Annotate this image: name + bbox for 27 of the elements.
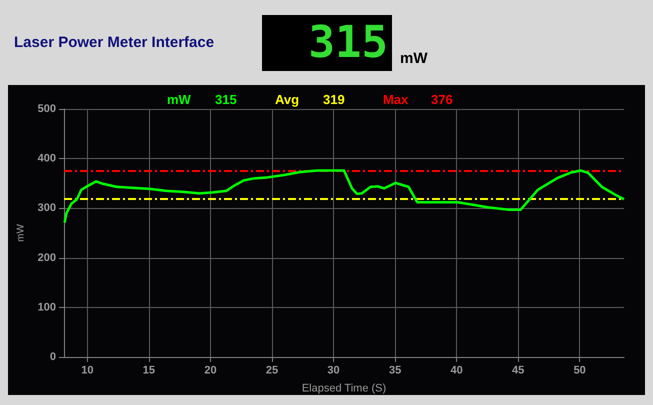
x-tick-label: 20	[204, 364, 217, 376]
y-tick-label: 0	[50, 351, 56, 363]
x-tick-label: 50	[574, 364, 586, 376]
text: 315	[262, 15, 392, 71]
y-axis-title: mW	[16, 224, 26, 242]
y-tick-label: 400	[38, 152, 56, 165]
y-tick-label: 200	[38, 252, 56, 264]
y-tick-label: 500	[38, 103, 56, 115]
x-tick-label: 45	[512, 364, 524, 376]
text: 315	[215, 92, 237, 107]
text: 376	[431, 92, 453, 107]
ref-line-label: Avg	[275, 92, 300, 107]
text: mW	[400, 50, 428, 67]
line-series	[63, 169, 626, 224]
x-tick-label: 10	[81, 364, 94, 376]
ref-line-label: Max	[383, 92, 410, 107]
x-axis-title: Elapsed Time (S)	[302, 382, 386, 394]
x-tick-label: 35	[388, 364, 402, 376]
text: mW	[167, 92, 192, 107]
y-tick-label: 100	[38, 301, 56, 314]
x-tick-label: 40	[450, 364, 463, 376]
x-tick-label: 30	[327, 364, 340, 376]
text: 319	[323, 92, 345, 107]
x-tick-label: 25	[266, 364, 278, 376]
chart-title: Laser Power Meter Interface	[14, 34, 214, 51]
x-tick-label: 15	[142, 364, 156, 376]
y-tick-label: 300	[38, 202, 56, 214]
